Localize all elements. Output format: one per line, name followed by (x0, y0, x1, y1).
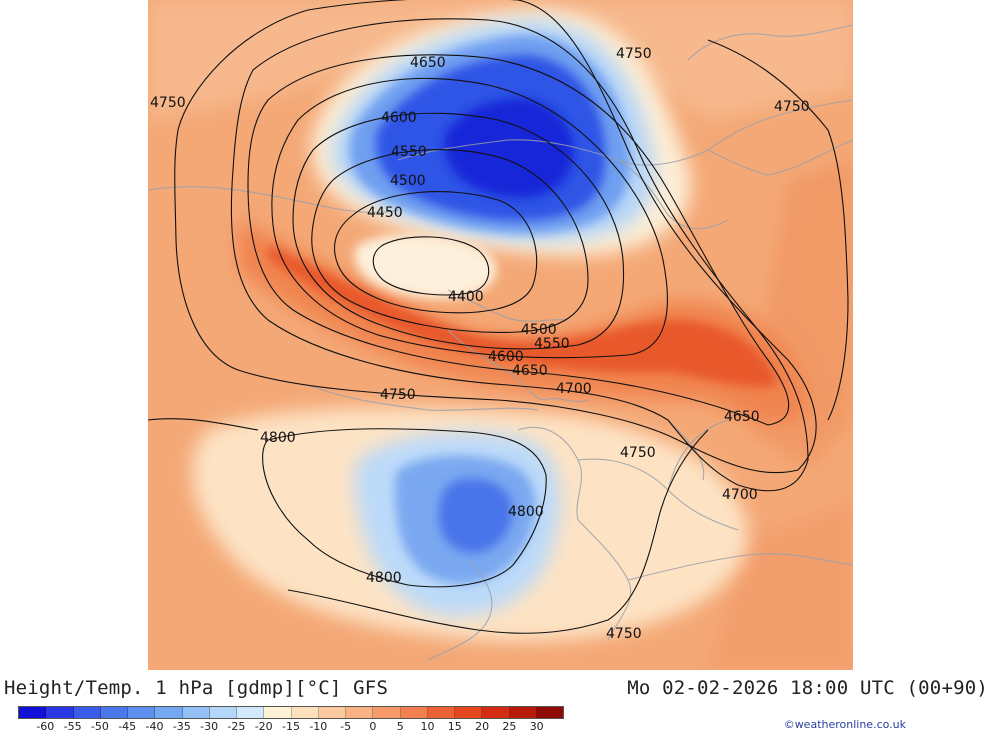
colorbar-swatch (100, 707, 128, 718)
contour-4550 (292, 112, 625, 350)
contour-label: 4550 (391, 144, 427, 160)
colorbar-swatch (482, 707, 510, 718)
colorbar-swatch (427, 707, 455, 718)
colorbar-tick-label: -25 (227, 720, 246, 733)
contour-4750-north (174, 0, 817, 474)
colorbar-tick-label: -30 (200, 720, 219, 733)
colorbar-tick-label: -20 (254, 720, 273, 733)
contour-label: 4550 (534, 336, 570, 352)
colorbar-swatch (291, 707, 319, 718)
colorbar-tick-label: -40 (145, 720, 164, 733)
colorbar-swatch (73, 707, 101, 718)
cold-pool-south-core (438, 478, 513, 553)
contour-label: 4600 (381, 110, 417, 126)
colorbar-swatch (46, 707, 74, 718)
contour-4650 (247, 54, 790, 426)
colorbar-tick-label: -50 (90, 720, 109, 733)
colorbar-tick-label: -10 (309, 720, 328, 733)
contour-4750-south (287, 429, 709, 634)
forecast-datetime: Mo 02-02-2026 18:00 UTC (00+90) (627, 677, 988, 699)
colorbar-swatch (509, 707, 537, 718)
contour-4500 (311, 149, 589, 333)
credit-link[interactable]: ©weatheronline.co.uk (783, 718, 906, 731)
colorbar-swatch (237, 707, 265, 718)
colorbar-swatch (455, 707, 483, 718)
colorbar-tick-label: 20 (475, 720, 490, 733)
contour-label: 4650 (724, 409, 760, 425)
contour-label: 4750 (616, 46, 652, 62)
map-panel[interactable]: 4650 4750 4750 4750 4600 4550 4500 4450 … (148, 0, 853, 670)
colorbar-swatch (318, 707, 346, 718)
colorbar-swatch (19, 707, 47, 718)
contour-label: 4600 (488, 349, 524, 365)
colorbar-swatch (182, 707, 210, 718)
colorbar-tick-label: 25 (502, 720, 517, 733)
colorbar-swatch (346, 707, 374, 718)
colorbar-tick-labels: -60 -55 -50 -45 -40 -35 -30 -25 -20 -15 -10 -5 0 5 10 1… (18, 720, 564, 733)
contour-label: 4400 (448, 289, 484, 305)
map-title: Height/Temp. 1 hPa [gdmp][°C] GFS (4, 677, 389, 699)
colorbar-tick-label: -35 (172, 720, 191, 733)
contour-label: 4650 (512, 363, 548, 379)
colorbar-tick-label: 5 (396, 720, 404, 733)
contour-label: 4750 (606, 626, 642, 642)
colorbar-swatch (209, 707, 237, 718)
contour-label: 4700 (556, 381, 592, 397)
contour-4750-east (707, 39, 849, 421)
colorbar-swatch (400, 707, 428, 718)
contour-4400 (372, 236, 490, 296)
colorbar-tick-label: 30 (529, 720, 544, 733)
contour-label: 4450 (367, 205, 403, 221)
colorbar-tick-label: 0 (369, 720, 377, 733)
warm-patch-southeast (708, 500, 853, 670)
contour-4800-south (262, 428, 547, 588)
pale-core-north (354, 234, 497, 299)
contour-label: 4800 (508, 504, 544, 520)
colorbar-swatch (536, 707, 563, 718)
contour-labels: 4650 4750 4750 4750 4600 4550 4500 4450 … (150, 46, 810, 642)
colorbar-tick-label: -45 (118, 720, 137, 733)
contour-label: 4750 (620, 445, 656, 461)
colorbar-tick-label: -60 (36, 720, 55, 733)
colorbar-tick-label: 15 (447, 720, 462, 733)
warm-band-core (268, 245, 778, 387)
contour-4800-west (148, 418, 259, 431)
colorbar-swatch (128, 707, 156, 718)
warm-band (238, 220, 808, 424)
contour-4700 (230, 18, 809, 492)
cold-pool-north-deep (444, 98, 574, 198)
temperature-map: 4650 4750 4750 4750 4600 4550 4500 4450 … (148, 0, 853, 670)
contour-label: 4800 (366, 570, 402, 586)
contour-label: 4750 (150, 95, 186, 111)
contour-label: 4800 (260, 430, 296, 446)
contour-label: 4750 (774, 99, 810, 115)
colorbar-tick-label: -55 (63, 720, 82, 733)
contour-4450 (334, 191, 538, 314)
temperature-colorbar (18, 706, 564, 719)
contour-label: 4500 (521, 322, 557, 338)
warm-patch-north (148, 0, 853, 120)
colorbar-swatch (155, 707, 183, 718)
colorbar-swatch (264, 707, 292, 718)
colorbar-tick-label: -5 (340, 720, 352, 733)
border-lines (148, 24, 853, 661)
colorbar-swatch (373, 707, 401, 718)
contour-label: 4500 (390, 173, 426, 189)
height-contours (148, 0, 849, 634)
contour-label: 4700 (722, 487, 758, 503)
contour-label: 4750 (380, 387, 416, 403)
contour-label: 4650 (410, 55, 446, 71)
colorbar-tick-label: -15 (282, 720, 300, 733)
contour-4600 (271, 77, 668, 359)
colorbar-tick-label: 10 (420, 720, 435, 733)
